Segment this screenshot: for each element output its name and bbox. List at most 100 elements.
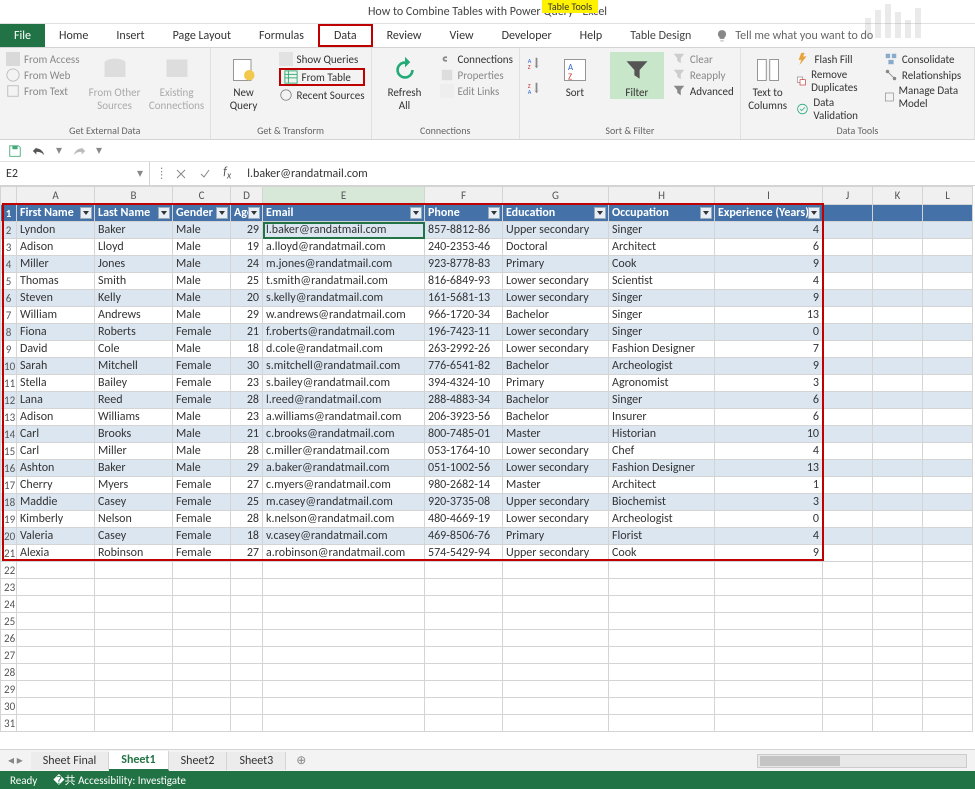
table-cell[interactable]: Mitchell bbox=[95, 358, 173, 375]
table-cell[interactable]: Female bbox=[173, 358, 231, 375]
table-cell[interactable]: l.baker@randatmail.com bbox=[263, 222, 425, 239]
tab-page-layout[interactable]: Page Layout bbox=[159, 24, 245, 47]
table-cell[interactable]: Female bbox=[173, 324, 231, 341]
empty-cell[interactable] bbox=[609, 698, 715, 715]
empty-cell[interactable] bbox=[231, 681, 263, 698]
table-cell[interactable]: 6 bbox=[715, 409, 823, 426]
from-table-button[interactable]: From Table bbox=[279, 68, 365, 86]
table-cell[interactable]: Lana bbox=[17, 392, 95, 409]
flash-fill-button[interactable]: Flash Fill bbox=[796, 52, 875, 66]
table-cell[interactable]: Historian bbox=[609, 426, 715, 443]
cancel-icon[interactable] bbox=[175, 168, 187, 180]
empty-cell[interactable] bbox=[173, 664, 231, 681]
table-cell[interactable]: Female bbox=[173, 494, 231, 511]
empty-cell[interactable] bbox=[923, 562, 973, 579]
col-header[interactable]: L bbox=[923, 187, 973, 205]
col-header[interactable]: G bbox=[503, 187, 609, 205]
status-accessibility[interactable]: �共 Accessibility: Investigate bbox=[53, 772, 186, 788]
row-header[interactable]: 21 bbox=[1, 545, 17, 562]
sort-asc-icon[interactable]: AZ bbox=[526, 56, 540, 70]
table-cell[interactable]: v.casey@randatmail.com bbox=[263, 528, 425, 545]
table-cell[interactable]: Stella bbox=[17, 375, 95, 392]
empty-cell[interactable] bbox=[715, 613, 823, 630]
empty-cell[interactable] bbox=[609, 630, 715, 647]
sheet-tab-3[interactable]: Sheet3 bbox=[227, 752, 286, 770]
reapply-button[interactable]: Reapply bbox=[672, 68, 734, 82]
empty-cell[interactable] bbox=[173, 613, 231, 630]
table-cell[interactable]: 288-4883-34 bbox=[425, 392, 503, 409]
table-cell[interactable]: Bailey bbox=[95, 375, 173, 392]
edit-links-button[interactable]: Edit Links bbox=[440, 84, 513, 98]
table-cell[interactable]: Male bbox=[173, 409, 231, 426]
tab-view[interactable]: View bbox=[436, 24, 488, 47]
table-cell[interactable]: Female bbox=[173, 511, 231, 528]
empty-cell[interactable] bbox=[503, 562, 609, 579]
show-queries-button[interactable]: Show Queries bbox=[279, 52, 365, 66]
empty-cell[interactable] bbox=[263, 715, 425, 732]
table-cell[interactable]: 28 bbox=[231, 392, 263, 409]
new-query-button[interactable]: New Query bbox=[217, 52, 271, 112]
empty-cell[interactable] bbox=[17, 715, 95, 732]
empty-cell[interactable] bbox=[503, 579, 609, 596]
sheet-nav[interactable]: ◂ ▸ bbox=[0, 753, 31, 768]
empty-cell[interactable] bbox=[425, 698, 503, 715]
empty-cell[interactable] bbox=[263, 664, 425, 681]
table-cell[interactable]: Singer bbox=[609, 290, 715, 307]
manage-data-model-button[interactable]: Manage Data Model bbox=[884, 84, 968, 110]
tab-table-design[interactable]: Table Design bbox=[616, 24, 705, 47]
table-cell[interactable]: 206-3923-56 bbox=[425, 409, 503, 426]
table-cell[interactable]: Male bbox=[173, 307, 231, 324]
tab-help[interactable]: Help bbox=[566, 24, 617, 47]
table-cell[interactable]: Bachelor bbox=[503, 307, 609, 324]
consolidate-button[interactable]: Consolidate bbox=[884, 52, 968, 66]
row-header[interactable]: 25 bbox=[1, 613, 17, 630]
table-cell[interactable]: Cook bbox=[609, 545, 715, 562]
table-cell[interactable]: Upper secondary bbox=[503, 222, 609, 239]
empty-cell[interactable] bbox=[231, 698, 263, 715]
redo-icon[interactable] bbox=[72, 144, 86, 158]
filter-dropdown-icon[interactable] bbox=[248, 207, 260, 219]
row-header[interactable]: 15 bbox=[1, 443, 17, 460]
empty-cell[interactable] bbox=[823, 596, 873, 613]
col-header[interactable]: B bbox=[95, 187, 173, 205]
empty-cell[interactable] bbox=[923, 681, 973, 698]
empty-cell[interactable] bbox=[873, 613, 923, 630]
empty-cell[interactable] bbox=[95, 698, 173, 715]
table-cell[interactable]: Baker bbox=[95, 222, 173, 239]
table-cell[interactable]: 3 bbox=[715, 494, 823, 511]
table-cell[interactable]: Female bbox=[173, 528, 231, 545]
table-cell[interactable]: 9 bbox=[715, 358, 823, 375]
table-cell[interactable]: k.nelson@randatmail.com bbox=[263, 511, 425, 528]
row-header[interactable]: 2 bbox=[1, 222, 17, 239]
col-header[interactable]: H bbox=[609, 187, 715, 205]
sheet-tab-final[interactable]: Sheet Final bbox=[31, 752, 110, 770]
col-header[interactable]: A bbox=[17, 187, 95, 205]
empty-cell[interactable] bbox=[715, 630, 823, 647]
empty-cell[interactable] bbox=[715, 579, 823, 596]
table-cell[interactable]: Lyndon bbox=[17, 222, 95, 239]
empty-cell[interactable] bbox=[609, 681, 715, 698]
empty-cell[interactable] bbox=[95, 681, 173, 698]
tab-data[interactable]: Data bbox=[318, 24, 373, 47]
empty-cell[interactable] bbox=[173, 630, 231, 647]
table-cell[interactable]: 10 bbox=[715, 426, 823, 443]
table-cell[interactable]: 966-1720-34 bbox=[425, 307, 503, 324]
table-cell[interactable]: 27 bbox=[231, 477, 263, 494]
empty-cell[interactable] bbox=[923, 630, 973, 647]
table-cell[interactable]: 29 bbox=[231, 307, 263, 324]
empty-cell[interactable] bbox=[503, 630, 609, 647]
table-cell[interactable]: 30 bbox=[231, 358, 263, 375]
table-cell[interactable]: Fiona bbox=[17, 324, 95, 341]
empty-cell[interactable] bbox=[173, 647, 231, 664]
empty-cell[interactable] bbox=[231, 664, 263, 681]
table-cell[interactable]: Adison bbox=[17, 409, 95, 426]
empty-cell[interactable] bbox=[173, 579, 231, 596]
table-cell[interactable]: 053-1764-10 bbox=[425, 443, 503, 460]
empty-cell[interactable] bbox=[95, 647, 173, 664]
table-cell[interactable]: Fashion Designer bbox=[609, 341, 715, 358]
properties-button[interactable]: Properties bbox=[440, 68, 513, 82]
row-header[interactable]: 11 bbox=[1, 375, 17, 392]
table-cell[interactable]: Lower secondary bbox=[503, 324, 609, 341]
empty-cell[interactable] bbox=[231, 579, 263, 596]
table-cell[interactable]: c.brooks@randatmail.com bbox=[263, 426, 425, 443]
